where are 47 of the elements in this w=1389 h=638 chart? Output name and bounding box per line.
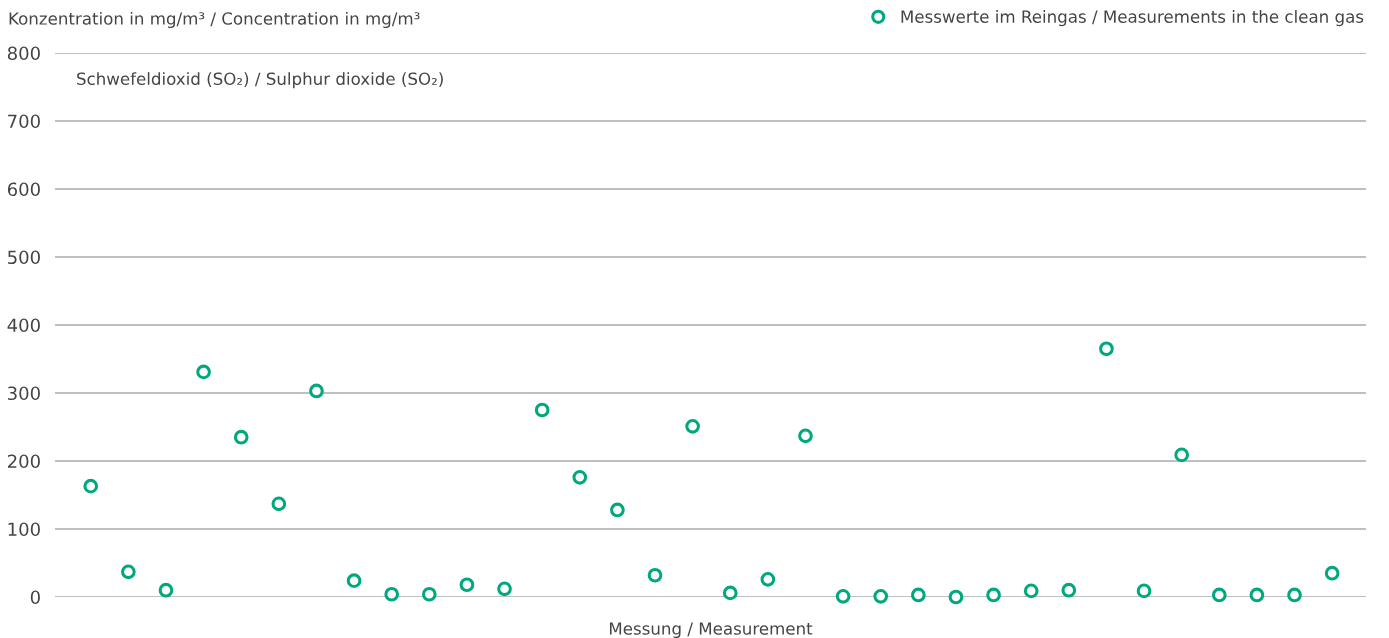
y-tick-label: 100 <box>8 522 40 537</box>
point <box>798 428 813 444</box>
point <box>158 582 174 598</box>
point <box>1023 583 1039 599</box>
point <box>572 469 588 485</box>
point <box>121 564 136 580</box>
point <box>722 585 738 601</box>
point <box>233 429 249 445</box>
legend-label: Messwerte im Reingas / Measurements in the clean gas <box>901 10 1364 27</box>
y-tick-label: 600 <box>7 182 40 197</box>
point <box>948 589 964 605</box>
point <box>384 586 400 602</box>
point <box>685 418 700 434</box>
point <box>1211 587 1227 603</box>
annotation: Schwefeldioxid (SO₂) / Sulphur dioxide (SO₂) <box>77 72 443 89</box>
y-tick-label: 200 <box>7 454 40 469</box>
point <box>873 588 889 604</box>
point <box>835 588 851 604</box>
y-tick-label: 0 <box>30 590 40 605</box>
point <box>1249 587 1265 603</box>
y-axis-title: Konzentration in mg/m³ / Concentration in mg/m³ <box>9 11 420 29</box>
y-tick-label: 800 <box>7 46 40 61</box>
point <box>911 587 926 603</box>
point <box>1324 565 1340 581</box>
point <box>1174 447 1190 463</box>
y-tick-label: 500 <box>8 250 40 265</box>
point <box>459 577 475 593</box>
point <box>421 586 437 602</box>
point <box>1061 582 1077 598</box>
point <box>986 587 1001 603</box>
point <box>497 581 512 597</box>
point <box>760 571 776 587</box>
y-tick-label: 700 <box>8 114 40 129</box>
point <box>309 383 324 399</box>
point <box>1136 583 1152 599</box>
y-tick-label: 400 <box>7 318 40 333</box>
x-axis-title: Messung / Measurement <box>609 622 813 638</box>
point <box>610 502 625 518</box>
y-tick-label: 300 <box>8 386 40 401</box>
point <box>346 573 362 589</box>
point <box>1099 341 1114 357</box>
point <box>196 364 211 380</box>
point <box>534 402 550 418</box>
point <box>1287 587 1302 603</box>
point <box>647 567 663 583</box>
point <box>271 496 287 512</box>
point <box>83 478 99 494</box>
